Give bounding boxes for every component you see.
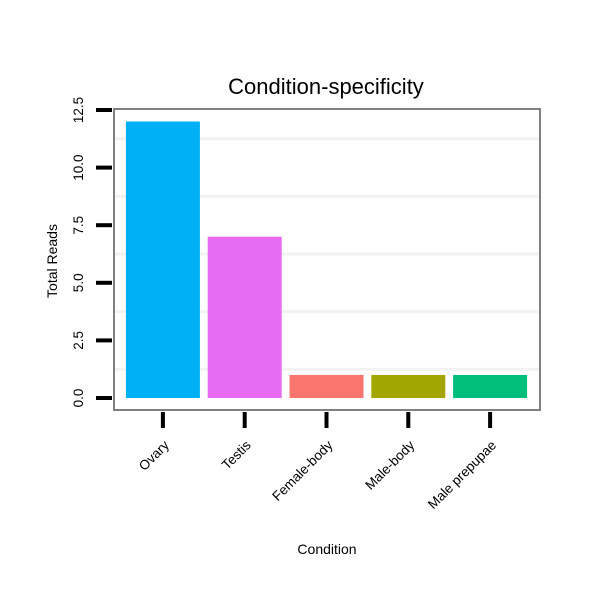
chart-title: Condition-specificity: [228, 74, 424, 99]
x-axis-label: Condition: [297, 541, 356, 557]
bar-male-prepupae: [453, 374, 528, 398]
y-tick-label: 5.0: [71, 273, 86, 292]
y-tick-label: 10.0: [71, 154, 86, 180]
y-tick-label: 0.0: [71, 389, 86, 408]
bars: [125, 121, 528, 399]
y-tick-label: 12.5: [71, 97, 86, 123]
panel-border: [113, 108, 541, 411]
y-axis-ticks: 0.0 2.5 5.0 7.5 10.0 12.5: [71, 97, 112, 408]
y-axis-label: Total Reads: [44, 224, 60, 298]
y-tick-label: 2.5: [71, 331, 86, 350]
y-tick-label: 7.5: [71, 216, 86, 235]
bar-female-body: [289, 374, 364, 398]
bar-testis: [207, 236, 282, 398]
bar-male-body: [371, 374, 446, 398]
bar-ovary: [125, 121, 200, 399]
